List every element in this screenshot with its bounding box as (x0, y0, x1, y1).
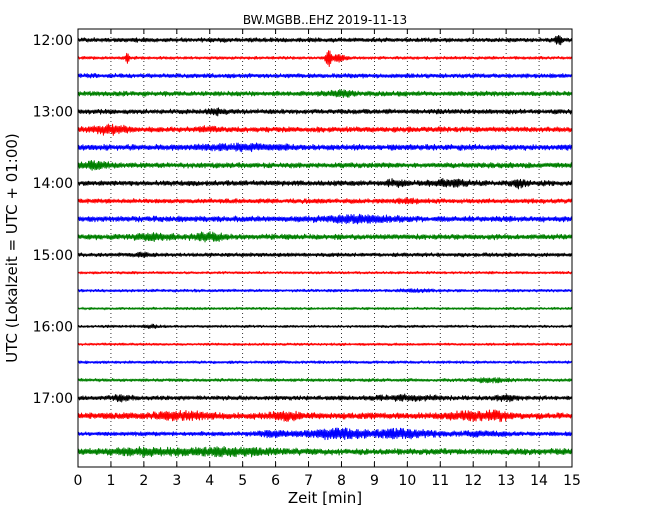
y-tick-label: 17:00 (33, 391, 73, 407)
x-tick-label: 4 (205, 473, 214, 489)
chart-title: BW.MGBB..EHZ 2019-11-13 (243, 13, 407, 27)
trace-1315 (77, 123, 573, 136)
plot-frame (77, 28, 573, 468)
x-tick-label: 15 (563, 473, 581, 489)
x-tick-label: 11 (431, 473, 449, 489)
y-tick-label: 16:00 (33, 319, 73, 335)
y-tick-label: 12:00 (33, 33, 73, 49)
trace-1345 (77, 159, 573, 171)
x-ticks: 0 1 2 3 4 5 6 7 8 9 10 11 12 13 14 15 (74, 29, 581, 489)
traces (77, 34, 573, 458)
trace-1400 (77, 178, 573, 190)
x-tick-label: 1 (106, 473, 115, 489)
y-ticks: 12:00 13:00 14:00 15:00 16:00 17:00 (33, 33, 572, 407)
trace-1215 (77, 50, 573, 68)
x-tick-label: 9 (370, 473, 379, 489)
trace-1545 (77, 306, 573, 311)
trace-1430 (77, 213, 573, 225)
trace-1700 (77, 393, 573, 403)
trace-1600 (77, 323, 573, 329)
trace-1515 (77, 270, 573, 275)
y-tick-label: 15:00 (33, 248, 73, 264)
x-tick-label: 2 (139, 473, 148, 489)
x-tick-label: 14 (530, 473, 548, 489)
trace-1415 (77, 197, 573, 205)
trace-1300 (77, 107, 573, 117)
x-tick-label: 8 (337, 473, 346, 489)
trace-1615 (77, 342, 573, 347)
x-tick-label: 5 (238, 473, 247, 489)
y-tick-label: 14:00 (33, 176, 73, 192)
trace-1715 (77, 409, 573, 423)
trace-1230 (77, 73, 573, 79)
x-tick-label: 6 (271, 473, 280, 489)
x-axis-label: Zeit [min] (288, 489, 362, 507)
trace-1745 (77, 446, 573, 458)
x-tick-label: 0 (74, 473, 83, 489)
trace-1330 (77, 142, 573, 153)
y-tick-label: 13:00 (33, 105, 73, 121)
trace-1245 (77, 89, 573, 98)
x-tick-label: 10 (398, 473, 416, 489)
trace-1530 (77, 288, 573, 294)
trace-1200 (77, 34, 573, 46)
y-axis-label: UTC (Lokalzeit = UTC + 01:00) (3, 133, 21, 363)
trace-1645 (77, 377, 573, 384)
x-tick-label: 12 (464, 473, 482, 489)
trace-1500 (77, 251, 573, 259)
x-tick-label: 13 (497, 473, 515, 489)
trace-1445 (77, 231, 573, 243)
x-tick-label: 7 (304, 473, 313, 489)
trace-1630 (77, 360, 573, 365)
x-tick-label: 3 (172, 473, 181, 489)
trace-1730 (77, 427, 573, 441)
